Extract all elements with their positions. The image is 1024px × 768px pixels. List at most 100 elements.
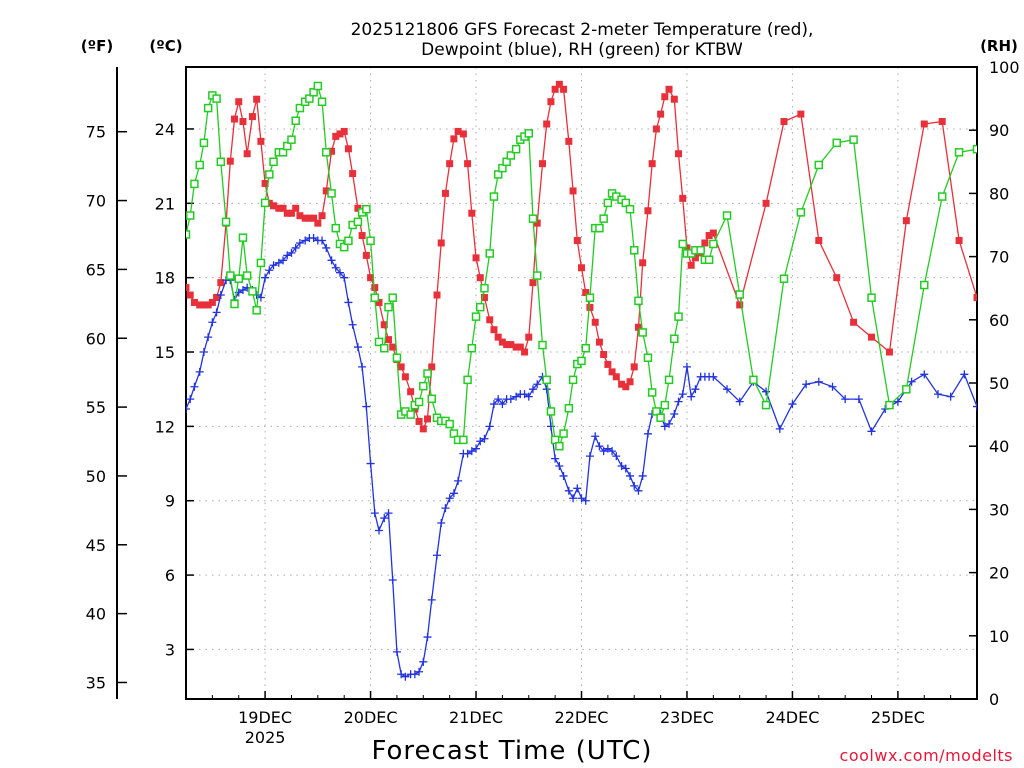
temperature-point: [661, 93, 669, 101]
rh-point: [317, 97, 327, 107]
celsius-tick-label: 3: [165, 640, 175, 659]
temperature-point: [850, 318, 858, 326]
temperature-point: [657, 110, 665, 118]
rh-point: [656, 413, 665, 423]
rh-point: [199, 138, 209, 148]
dewpoint-point: [634, 486, 643, 495]
dewpoint-point: [551, 454, 560, 463]
dewpoint-point: [287, 248, 296, 257]
dewpoint-point: [595, 442, 604, 451]
temperature-point: [472, 254, 480, 262]
rh-point: [885, 400, 894, 410]
rh-point: [406, 410, 415, 419]
credit-text: coolwx.com/modelts: [840, 746, 1013, 765]
dewpoint-point: [283, 251, 292, 260]
temperature-point: [626, 378, 634, 386]
temperature-point: [253, 95, 261, 103]
temperature-point: [780, 118, 788, 126]
rh-point: [555, 441, 564, 451]
temperature-point: [468, 209, 476, 217]
rh-point: [203, 103, 213, 113]
temperature-point: [507, 341, 515, 349]
fahrenheit-tick-label: 55: [86, 398, 106, 417]
rh-point: [761, 400, 771, 410]
temperature-point: [675, 150, 683, 158]
dewpoint-point: [612, 452, 621, 461]
dewpoint-point: [348, 320, 357, 329]
rh-point: [186, 211, 195, 220]
time-tick-label: 21DEC: [449, 708, 503, 727]
dewpoint-point: [933, 390, 942, 399]
dewpoint-point: [463, 449, 472, 458]
rh-point: [674, 312, 683, 321]
dewpoint-point: [687, 392, 696, 401]
rh-point: [344, 236, 353, 246]
temperature-point: [310, 214, 318, 222]
dewpoint-point: [472, 444, 481, 453]
temperature-point: [622, 383, 630, 391]
temperature-point: [401, 373, 409, 381]
temperature-point: [701, 239, 709, 247]
rh-point: [252, 306, 261, 315]
dewpoint-point: [186, 405, 190, 414]
dewpoint-point: [327, 256, 336, 265]
dewpoint-point: [581, 496, 590, 505]
celsius-tick-label: 6: [165, 566, 175, 585]
time-tick-year-label: 2025: [245, 728, 286, 747]
rh-point: [599, 214, 608, 223]
dewpoint-point: [585, 452, 594, 461]
dewpoint-point: [621, 464, 630, 473]
temperature-point: [407, 388, 415, 396]
temperature-point: [687, 261, 695, 269]
rh-point: [195, 160, 204, 170]
dewpoint-point: [682, 362, 691, 371]
temperature-point: [344, 145, 352, 153]
time-tick-label: 22DEC: [555, 708, 609, 727]
temperature-point: [938, 118, 946, 126]
rh-tick-label: 90: [989, 121, 1009, 140]
temperature-point: [208, 298, 216, 306]
temperature-point: [498, 338, 506, 346]
temperature-point: [328, 147, 336, 155]
rh-point: [735, 290, 744, 299]
rh-point: [568, 375, 578, 385]
dewpoint-point: [643, 429, 652, 438]
temperature-point: [287, 209, 295, 217]
series-dewpoint: [186, 234, 977, 681]
fahrenheit-tick-label: 60: [86, 329, 106, 348]
rh-point: [467, 343, 477, 353]
temperature-point: [679, 194, 687, 202]
rh-point: [423, 369, 432, 378]
celsius-tick-label: 18: [155, 269, 175, 288]
chart-title-line1: 2025121806 GFS Forecast 2-meter Temperat…: [351, 20, 814, 40]
rh-point: [629, 246, 639, 255]
temperature-point: [459, 130, 467, 138]
series-rh: [186, 81, 977, 451]
temperature-point: [503, 341, 511, 349]
fahrenheit-tick-label: 50: [86, 467, 106, 486]
rh-point: [388, 293, 397, 302]
chart-title-line2: Dewpoint (blue), RH (green) for KTBW: [421, 40, 743, 60]
dewpoint-point: [335, 268, 344, 277]
rh-point: [722, 211, 732, 220]
temperature-point: [464, 160, 472, 168]
dewpoint-point: [388, 576, 397, 585]
rh-point: [902, 385, 911, 394]
fahrenheit-tick-label: 70: [86, 192, 106, 211]
rh-point: [242, 271, 252, 280]
celsius-axis: 3 6 9 12 15 18 21 24: [155, 120, 194, 659]
temperature-point: [305, 214, 313, 222]
dewpoint-point: [520, 390, 529, 399]
rh-point: [445, 419, 454, 429]
dewpoint-point: [665, 419, 674, 428]
dewpoint-point: [441, 504, 450, 513]
rh-point: [511, 144, 521, 154]
dewpoint-point: [608, 447, 617, 456]
rh-axis: 0 10 20 30 40 50 60 70 80 90 100: [969, 58, 1020, 709]
temperature-point: [608, 368, 616, 376]
temperature-point: [437, 239, 445, 247]
rh-unit-label: (RH): [980, 37, 1018, 55]
dewpoint-point: [433, 551, 442, 560]
